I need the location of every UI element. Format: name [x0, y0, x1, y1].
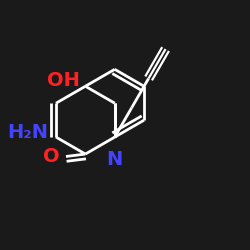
Text: O: O	[43, 147, 60, 166]
Text: OH: OH	[47, 71, 80, 90]
Text: N: N	[106, 150, 123, 170]
Text: H₂N: H₂N	[8, 123, 49, 142]
